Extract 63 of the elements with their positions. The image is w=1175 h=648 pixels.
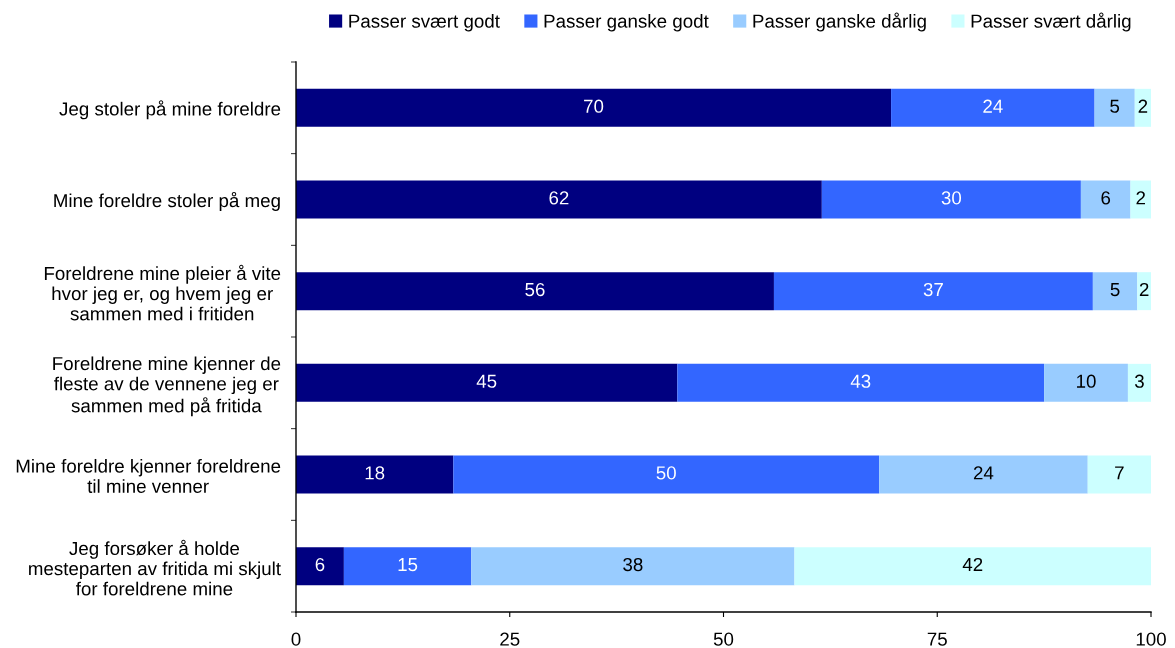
legend-label: Passer ganske dårlig [753, 12, 926, 32]
data-label: 24 [983, 99, 1003, 113]
y-tick-label: Foreldrene mine kjenner de fleste av de vennene jeg er sammen med på fritida [53, 356, 281, 417]
data-label: 37 [923, 282, 943, 297]
bar [1044, 363, 1128, 402]
data-label: 45 [476, 374, 497, 388]
bar [343, 547, 472, 586]
data-label: 50 [656, 466, 676, 480]
bar [891, 88, 1095, 127]
data-label: 24 [973, 466, 994, 480]
data-label: 43 [850, 374, 871, 388]
bar [296, 88, 892, 127]
data-label: 5 [1110, 99, 1120, 113]
bar [296, 272, 774, 311]
data-label: 38 [623, 557, 643, 572]
bar [1130, 180, 1151, 219]
x-tick-label: 50 [713, 632, 734, 646]
data-label: 2 [1139, 282, 1149, 297]
bar [1087, 455, 1151, 494]
bar [296, 363, 678, 402]
bar [453, 455, 880, 494]
data-label: 2 [1138, 99, 1148, 113]
data-label: 42 [962, 557, 983, 572]
bar [1092, 272, 1138, 311]
bar [821, 180, 1081, 219]
bar [471, 547, 795, 586]
data-label: 5 [1110, 283, 1120, 297]
data-label: 6 [315, 557, 325, 572]
bar [1134, 88, 1151, 127]
data-label: 2 [1136, 191, 1146, 205]
bar [1094, 88, 1135, 127]
bar [773, 272, 1093, 311]
bar [1137, 272, 1151, 311]
bar [296, 547, 344, 586]
data-label: 10 [1077, 374, 1096, 388]
bar [1080, 180, 1131, 219]
bar [296, 180, 822, 219]
y-tick-label: Mine foreldre kjenner foreldrene til mine venner [16, 458, 281, 493]
bar [794, 547, 1151, 586]
x-tick-label: 100 [1136, 632, 1166, 646]
y-tick-label: Mine foreldre stoler på meg [54, 191, 280, 211]
y-tick-label: Jeg forsøker å holde mesteparten av fritida mi skjult for foreldrene mine [29, 539, 281, 596]
y-tick-label: Jeg stoler på mine foreldre [59, 100, 281, 120]
legend-label: Passer svært godt [349, 14, 500, 32]
legend-label: Passer svært dårlig [971, 12, 1131, 32]
bar [296, 455, 454, 494]
x-tick-label: 75 [927, 632, 947, 646]
data-label: 7 [1115, 466, 1124, 480]
bar [1127, 363, 1151, 402]
bar [879, 455, 1088, 494]
x-tick-label: 25 [500, 632, 520, 646]
x-tick-label: 0 [291, 632, 301, 646]
data-label: 3 [1134, 374, 1144, 388]
data-label: 15 [398, 558, 418, 572]
data-label: 62 [549, 191, 569, 205]
y-tick-label: Foreldrene mine pleier å vite hvor jeg er, og hvem jeg er sammen med i fritiden [44, 264, 281, 321]
data-label: 30 [941, 191, 962, 205]
bar [677, 363, 1045, 402]
data-label: 56 [525, 282, 545, 297]
legend-label: Passer ganske godt [544, 14, 709, 32]
data-label: 70 [584, 99, 604, 113]
data-label: 6 [1101, 191, 1111, 205]
data-label: 18 [365, 466, 385, 480]
